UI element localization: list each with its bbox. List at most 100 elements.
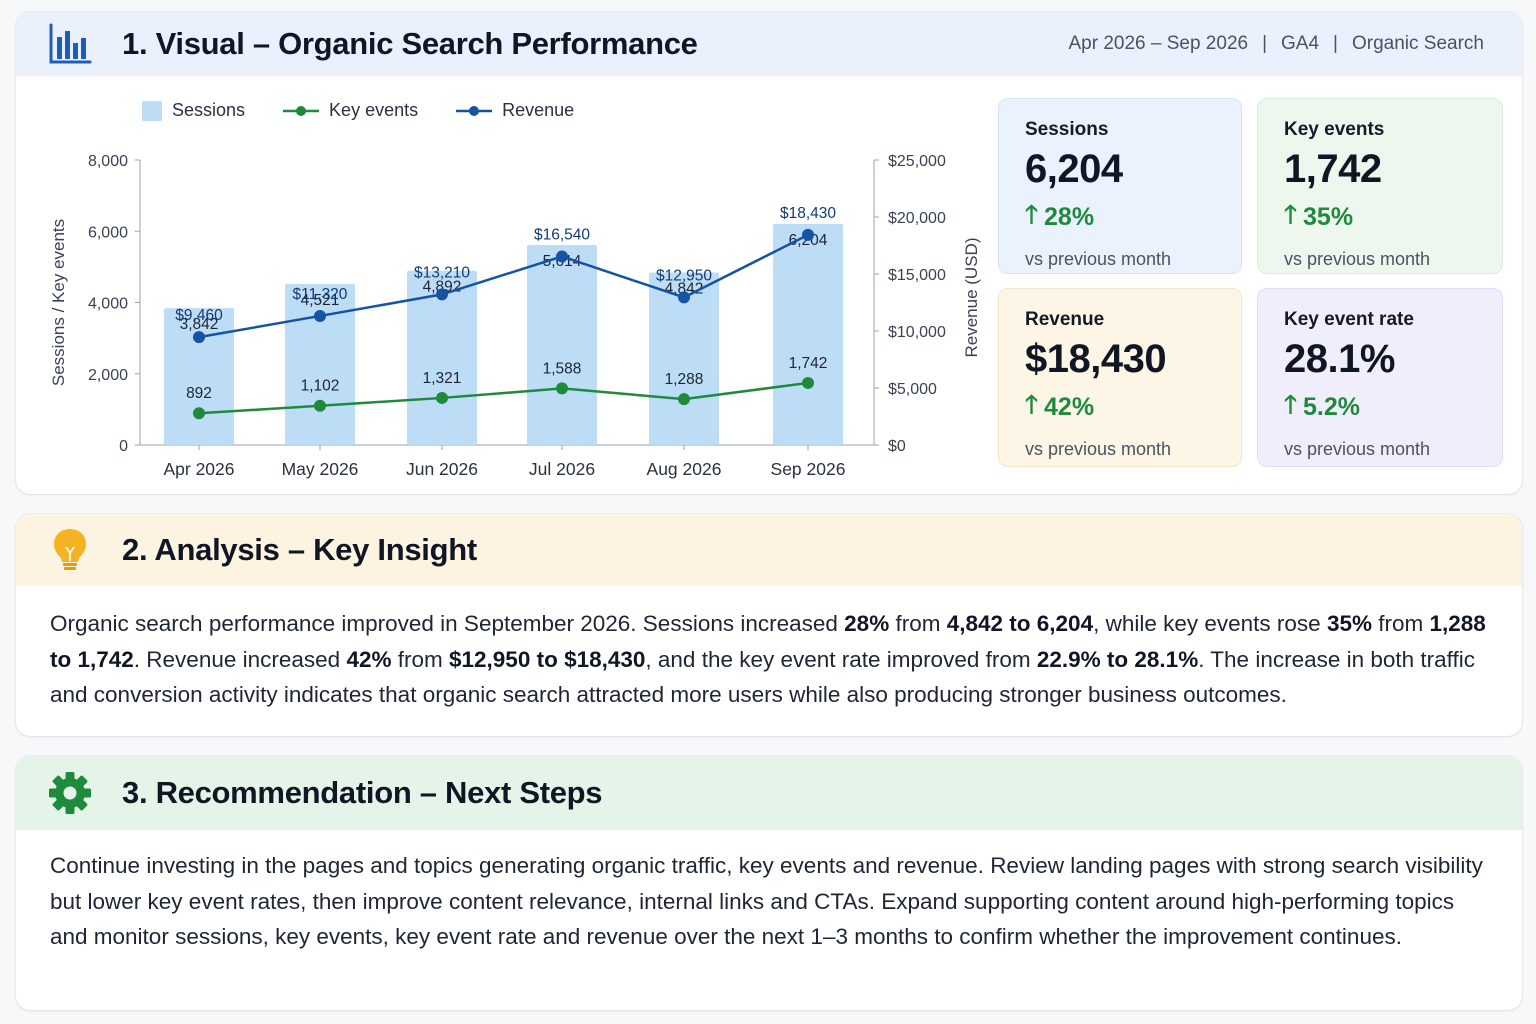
legend-swatch-key-events	[283, 105, 320, 116]
kpi-change: 🡑 35%	[1284, 196, 1476, 239]
analysis-highlight: 28%	[844, 611, 890, 636]
x-tick-label: Apr 2026	[163, 459, 234, 479]
data-source: GA4	[1281, 33, 1320, 54]
kpi-change-value: 42%	[1044, 393, 1095, 421]
y-tick-label-left: 0	[119, 438, 128, 455]
y-tick-label-right: $5,000	[888, 381, 937, 398]
arrow-up-icon: 🡑	[1284, 391, 1298, 419]
x-tick-label: Jun 2026	[406, 459, 478, 479]
point-revenue	[556, 250, 568, 263]
analysis-text-segment: , while key events rose	[1093, 611, 1327, 636]
arrow-up-icon: 🡑	[1025, 201, 1039, 229]
meta-separator: |	[1262, 33, 1268, 54]
analysis-title: 2. Analysis – Key Insight	[122, 532, 477, 567]
kpi-card-sessions: Sessions 6,204 🡑 28% vs previous month	[998, 98, 1242, 274]
kpi-label: Revenue	[1025, 309, 1105, 330]
analysis-text-segment: . Revenue increased	[133, 646, 347, 672]
analysis-highlight: $12,950 to $18,430	[449, 646, 646, 672]
meta-separator: |	[1333, 33, 1338, 54]
analysis-paragraph: Organic search performance improved in S…	[16, 586, 1522, 713]
visual-title: 1. Visual – Organic Search Performance	[122, 26, 698, 61]
point-revenue	[436, 288, 448, 301]
recommendation-title: 3. Recommendation – Next Steps	[122, 775, 603, 810]
kpi-value: 6,204	[1025, 147, 1123, 191]
data-label-revenue: $18,430	[780, 205, 836, 222]
analysis-highlight: 42%	[346, 646, 392, 672]
kpi-card-revenue: Revenue $18,430 🡑 42% vs previous month	[998, 288, 1242, 467]
y-axis-title-right: Revenue (USD)	[962, 238, 981, 358]
analysis-highlight: 22.9% to 28.1%	[1036, 646, 1199, 672]
analysis-header: 2. Analysis – Key Insight	[16, 514, 1522, 586]
y-tick-label-right: $0	[888, 438, 906, 455]
point-key-events	[556, 382, 568, 395]
line-revenue	[198, 233, 809, 339]
y-tick-label-right: $25,000	[888, 153, 946, 170]
analysis-text-segment: from	[1372, 611, 1430, 636]
analysis-highlight: 35%	[1326, 611, 1372, 636]
kpi-label: Key event rate	[1284, 309, 1414, 330]
kpi-comparison: vs previous month	[1284, 249, 1431, 269]
analysis-text-segment: from	[889, 611, 947, 636]
legend-item-sessions: Sessions	[142, 100, 245, 121]
chart-canvas: 0 2,000 4,000 6,000 8,000 $0 $5,000 $10,000 $15,…	[49, 153, 981, 479]
kpi-card-key-event-rate: Key event rate 28.1% 🡑 5.2% vs previous …	[1257, 288, 1503, 467]
point-key-events	[193, 407, 205, 420]
point-revenue	[314, 309, 326, 322]
y-tick-label-left: 8,000	[88, 153, 128, 170]
point-revenue	[678, 291, 690, 304]
x-tick-label: Sep 2026	[771, 459, 846, 479]
legend-swatch-sessions	[142, 100, 162, 121]
data-label-key-events: 1,742	[789, 355, 828, 372]
date-range: Apr 2026 – Sep 2026	[1068, 33, 1249, 54]
data-label-revenue: $16,540	[534, 226, 590, 243]
bar-sessions	[527, 245, 597, 445]
kpi-label: Key events	[1284, 119, 1385, 140]
kpi-change-value: 5.2%	[1303, 393, 1360, 421]
analysis-card: 2. Analysis – Key Insight Organic search…	[16, 514, 1522, 736]
legend-label-sessions: Sessions	[172, 100, 246, 120]
report-meta: Apr 2026 – Sep 2026 | GA4 | Organic Sear…	[1068, 33, 1484, 55]
data-label-key-events: 1,102	[301, 378, 340, 395]
point-key-events	[802, 376, 814, 389]
kpi-change-value: 28%	[1044, 203, 1095, 231]
kpi-label: Sessions	[1025, 119, 1109, 140]
data-label-key-events: 1,288	[665, 371, 704, 388]
legend-item-revenue: Revenue	[456, 100, 574, 121]
x-tick-label: Aug 2026	[647, 459, 722, 479]
data-label-revenue: $11,320	[293, 286, 348, 303]
data-label-sessions: 4,521	[301, 292, 340, 309]
x-tick-label: May 2026	[282, 459, 359, 479]
recommendation-paragraph: Continue investing in the pages and topi…	[50, 853, 1483, 949]
y-tick-label-left: 4,000	[88, 296, 128, 313]
gear-icon	[48, 771, 92, 815]
analysis-text-segment: from	[391, 646, 449, 672]
point-revenue	[193, 331, 205, 344]
kpi-change-value: 35%	[1303, 203, 1354, 231]
legend-item-key-events: Key events	[283, 100, 418, 121]
analysis-text-segment: . The increase in both traffic and conve…	[50, 646, 1476, 708]
analysis-text-segment: Organic search performance improved in S…	[50, 611, 845, 636]
line-key-events	[198, 381, 809, 415]
legend-label-key-events: Key events	[329, 100, 419, 120]
y-tick-label-left: 6,000	[88, 224, 128, 241]
y-tick-label-right: $15,000	[888, 267, 946, 284]
lightbulb-icon	[48, 528, 92, 572]
data-label-revenue: $9,460	[175, 307, 223, 324]
y-tick-label-right: $20,000	[888, 210, 946, 227]
data-label-sessions: 3,842	[180, 316, 219, 333]
point-key-events	[678, 393, 690, 406]
kpi-change: 🡑 28%	[1025, 196, 1215, 239]
legend-label-revenue: Revenue	[502, 100, 575, 120]
data-label-key-events: 1,321	[423, 370, 462, 387]
y-tick-label-right: $10,000	[888, 324, 946, 341]
legend-swatch-revenue	[456, 105, 493, 116]
channel-filter: Organic Search	[1351, 33, 1484, 54]
point-key-events	[314, 399, 326, 412]
analysis-highlight: 4,842 to 6,204	[946, 611, 1094, 636]
analysis-highlight: 1,288 to 1,742	[50, 611, 1486, 672]
visual-card: 1. Visual – Organic Search Performance A…	[16, 12, 1522, 494]
bar-sessions	[407, 270, 477, 445]
y-tick-label-left: 2,000	[88, 367, 128, 384]
recommendation-card: 3. Recommendation – Next Steps Continue …	[16, 756, 1522, 1010]
kpi-value: 1,742	[1284, 147, 1382, 191]
